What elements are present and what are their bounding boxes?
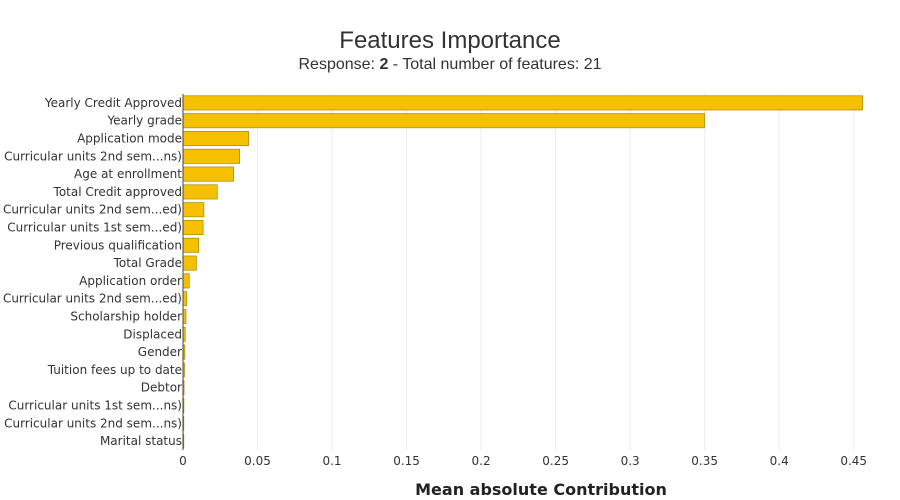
- y-tick-label: Age at enrollment: [74, 167, 182, 181]
- y-tick-label: Tuition fees up to date: [47, 363, 182, 377]
- y-tick-label: Total Credit approved: [53, 185, 182, 199]
- bars: [182, 95, 864, 449]
- y-tick-label: Curricular units 1st sem...ed): [7, 221, 182, 235]
- x-tick-label: 0.1: [322, 454, 341, 468]
- x-tick-label: 0.3: [621, 454, 640, 468]
- bar[interactable]: [182, 202, 205, 218]
- y-tick-label: Displaced: [123, 327, 182, 341]
- bar[interactable]: [182, 255, 197, 271]
- y-tick-labels: Yearly Credit Approved Yearly grade Applic…: [3, 96, 182, 448]
- y-tick-label: Total Grade: [113, 256, 182, 270]
- y-tick-label: Previous qualification: [54, 238, 182, 252]
- bar[interactable]: [182, 95, 864, 111]
- y-tick-label: Curricular units 2nd sem...ns): [4, 149, 182, 163]
- x-tick-label: 0.05: [244, 454, 271, 468]
- y-tick-label: Yearly Credit Approved: [44, 96, 182, 110]
- x-axis-title: Mean absolute Contribution: [415, 480, 667, 499]
- y-tick-label: Yearly grade: [106, 114, 182, 128]
- bar[interactable]: [182, 148, 240, 164]
- bar[interactable]: [182, 184, 218, 200]
- x-tick-label: 0.35: [691, 454, 718, 468]
- subtitle-response-value: 2: [379, 56, 389, 73]
- y-tick-label: Curricular units 1st sem...ns): [8, 399, 182, 413]
- subtitle-prefix: Response:: [298, 56, 380, 73]
- y-tick-label: Curricular units 2nd sem...ns): [4, 416, 182, 430]
- x-tick-label: 0.15: [393, 454, 420, 468]
- y-tick-label: Application order: [79, 274, 182, 288]
- bar[interactable]: [182, 113, 706, 129]
- y-tick-label: Scholarship holder: [70, 310, 182, 324]
- gridlines: [257, 94, 855, 450]
- x-tick-label: 0.4: [770, 454, 789, 468]
- bar[interactable]: [182, 291, 188, 307]
- x-tick-label: 0: [179, 454, 187, 468]
- bar[interactable]: [182, 273, 190, 289]
- chart-title: Features Importance: [339, 27, 561, 54]
- bar[interactable]: [182, 237, 199, 253]
- x-tick-labels: 0 0.05 0.1 0.15 0.2 0.25 0.3 0.35 0.4 0.45: [179, 454, 867, 468]
- bar[interactable]: [182, 220, 204, 235]
- y-tick-label: Curricular units 2nd sem...ed): [3, 203, 182, 217]
- y-tick-label: Debtor: [141, 381, 182, 395]
- y-tick-label: Gender: [138, 345, 182, 359]
- x-tick-label: 0.25: [542, 454, 569, 468]
- x-tick-label: 0.2: [472, 454, 491, 468]
- bar[interactable]: [182, 131, 249, 146]
- bar[interactable]: [182, 166, 235, 182]
- y-tick-label: Marital status: [100, 434, 182, 448]
- x-tick-label: 0.45: [840, 454, 867, 468]
- subtitle-suffix: - Total number of features: 21: [388, 56, 602, 73]
- y-tick-label: Application mode: [77, 132, 182, 146]
- y-tick-label: Curricular units 2nd sem...ed): [3, 292, 182, 306]
- chart-subtitle: Response: 2 - Total number of features: …: [0, 56, 900, 74]
